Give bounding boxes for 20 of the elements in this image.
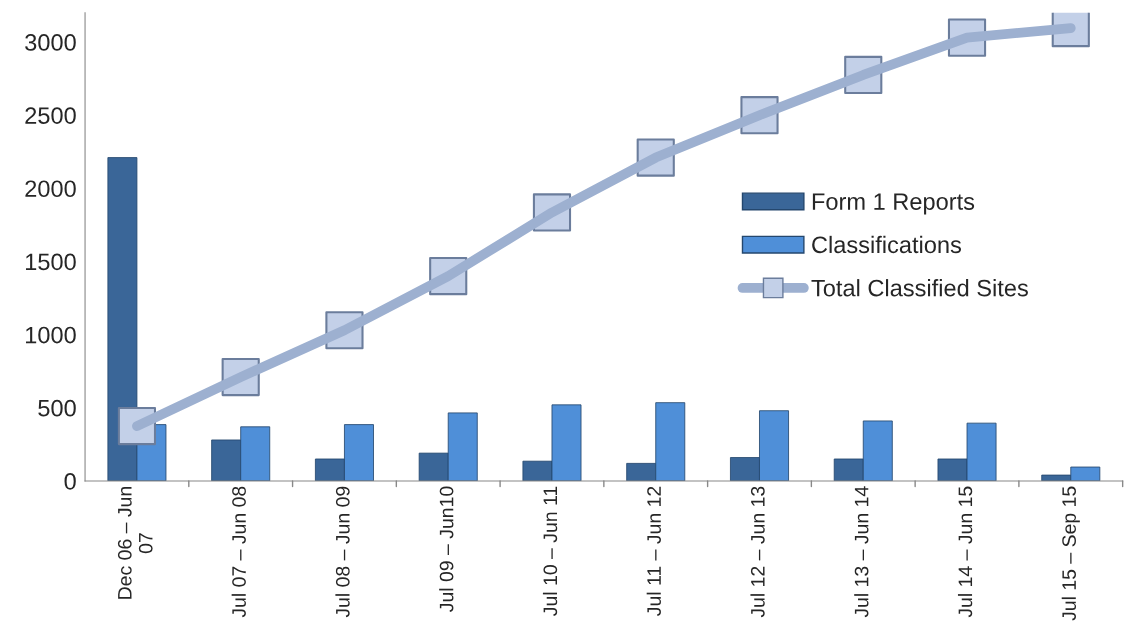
x-tick-label: Jul 09 – Jun10: [439, 486, 454, 612]
y-tick-label: 1500: [26, 253, 76, 271]
x-tick-label: Jul 14 – Jun 15: [957, 486, 973, 618]
legend-label: Total Classified Sites: [811, 279, 1028, 297]
x-tick-label: Dec 06 – Jun 07: [117, 487, 153, 599]
y-tick-label: 3000: [25, 34, 76, 51]
legend-label: Classifications: [812, 235, 962, 254]
x-tick-label: Jul 11 – Jun 12: [646, 486, 661, 616]
x-tick-label: Jul 12 – Jun 13: [750, 486, 765, 618]
x-tick-label: Jul 13 – Jun 14: [854, 486, 869, 618]
x-tick-label: Jul 15 – Sep 15: [1061, 486, 1080, 621]
y-tick-label: 2500: [25, 107, 76, 124]
legend-label: Form 1 Reports: [812, 193, 975, 215]
x-tick-label: Jul 07 – Jun 08: [231, 486, 246, 618]
y-tick-label: 2000: [25, 180, 76, 198]
x-tick-label: Jul 08 – Jun 09: [335, 486, 350, 618]
y-tick-label: 1000: [26, 326, 76, 344]
x-tick-label: Jul 10 – Jun 11: [542, 486, 558, 616]
y-tick-label: 0: [64, 473, 76, 490]
y-tick-label: 500: [38, 399, 76, 417]
